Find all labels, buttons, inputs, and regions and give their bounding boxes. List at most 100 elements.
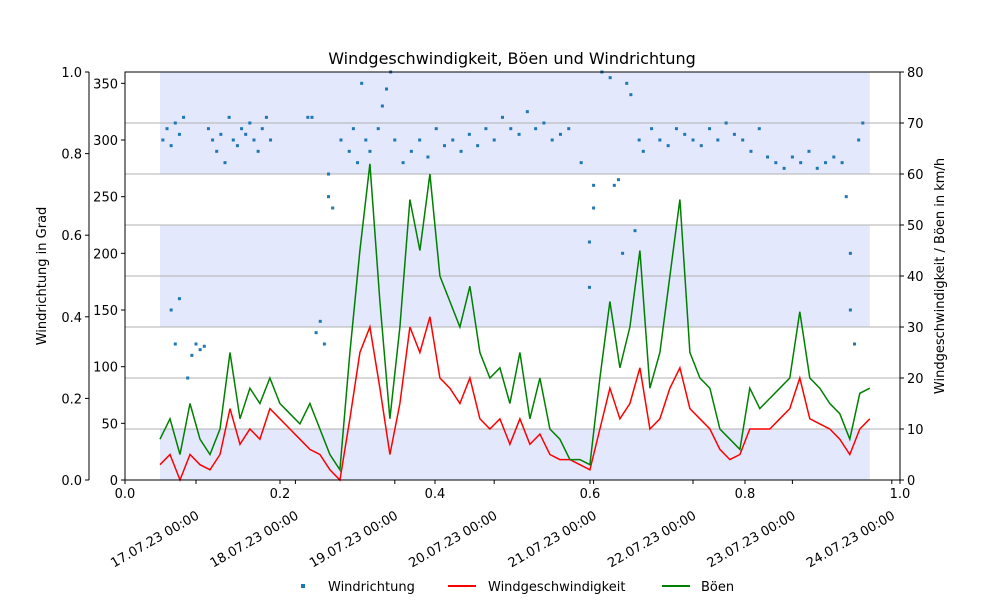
legend-label-speed: Windgeschwindigkeit — [488, 580, 625, 595]
direction-point — [492, 138, 496, 142]
direction-point — [426, 155, 430, 159]
overlay-left-tick-label: 0.6 — [61, 229, 82, 244]
right-tick-label: 40 — [907, 270, 924, 285]
direction-point — [364, 138, 368, 142]
direction-point — [500, 115, 504, 119]
direction-point — [202, 344, 206, 348]
overlay-bottom-tick-label: 0.2 — [270, 487, 291, 502]
direction-point — [306, 115, 310, 119]
left-tick-label: 50 — [101, 417, 118, 432]
direction-point — [451, 138, 455, 142]
direction-point — [592, 183, 596, 187]
direction-point — [177, 132, 181, 136]
direction-point — [790, 155, 794, 159]
direction-point — [231, 138, 235, 142]
direction-point — [459, 149, 463, 153]
legend-label-direction: Windrichtung — [328, 580, 415, 595]
direction-point — [567, 127, 571, 131]
direction-point — [310, 115, 314, 119]
direction-point — [467, 132, 471, 136]
direction-point — [621, 251, 625, 255]
left-tick-label: 100 — [93, 361, 118, 376]
direction-point — [260, 127, 264, 131]
direction-point — [629, 93, 633, 97]
direction-point — [194, 342, 198, 346]
direction-point — [848, 308, 852, 312]
direction-point — [443, 144, 446, 148]
direction-point — [327, 172, 331, 176]
direction-point — [666, 144, 670, 148]
direction-point — [339, 138, 343, 142]
gust-line — [159, 163, 871, 473]
direction-point — [774, 161, 778, 165]
direction-point — [418, 138, 422, 142]
direction-point — [318, 319, 322, 323]
overlay-bottom-tick-label: 0.6 — [580, 487, 601, 502]
direction-point — [517, 132, 521, 136]
direction-point — [579, 161, 583, 165]
direction-point — [240, 127, 244, 131]
direction-point — [368, 149, 372, 153]
direction-point — [182, 115, 186, 119]
direction-point — [525, 110, 529, 114]
direction-point — [612, 183, 616, 187]
overlay-left-tick-label: 0.4 — [61, 311, 82, 326]
legend: Windrichtung Windgeschwindigkeit Böen — [301, 580, 734, 595]
direction-point — [699, 144, 703, 148]
direction-point — [824, 161, 828, 165]
direction-point — [186, 376, 190, 380]
direction-point — [732, 132, 736, 136]
right-tick-label: 70 — [907, 117, 924, 132]
direction-point — [848, 251, 852, 255]
direction-point — [844, 195, 848, 199]
direction-point — [633, 229, 637, 233]
direction-point — [542, 121, 546, 125]
direction-point — [434, 127, 438, 131]
left-tick-label: 0 — [110, 474, 118, 489]
shaded-band — [159, 429, 870, 480]
overlay-left-tick-label: 0.2 — [61, 392, 82, 407]
x-tick-label: 22.07.23 00:00 — [605, 508, 699, 571]
direction-point — [385, 87, 389, 91]
direction-point — [853, 342, 857, 346]
direction-point — [650, 127, 654, 131]
direction-point — [206, 127, 210, 131]
right-tick-label: 10 — [907, 423, 924, 438]
x-tick-label: 19.07.23 00:00 — [307, 508, 401, 571]
direction-point — [716, 138, 720, 142]
direction-point — [409, 149, 413, 153]
x-tick-label: 18.07.23 00:00 — [208, 508, 302, 571]
direction-point — [401, 161, 405, 165]
right-tick-label: 60 — [907, 168, 924, 183]
direction-point — [322, 342, 326, 346]
direction-point — [235, 144, 239, 148]
direction-point — [782, 166, 786, 170]
x-tick-label: 17.07.23 00:00 — [108, 508, 202, 571]
direction-point — [509, 127, 513, 131]
y-axis-left-label: Windrichtung in Grad — [35, 207, 50, 346]
direction-point — [749, 149, 753, 153]
direction-point — [637, 138, 641, 142]
direction-point — [840, 161, 844, 165]
direction-point — [161, 138, 165, 142]
overlay-left-tick-label: 1.0 — [61, 66, 82, 81]
overlay-bottom-tick-label: 0.8 — [735, 487, 756, 502]
direction-point — [484, 127, 488, 131]
direction-point — [351, 127, 355, 131]
direction-point — [248, 121, 252, 125]
direction-point — [223, 161, 227, 165]
chart-title: Windgeschwindigkeit, Böen und Windrichtu… — [328, 49, 696, 68]
direction-point — [252, 138, 256, 142]
left-tick-label: 150 — [93, 304, 118, 319]
direction-point — [190, 353, 194, 357]
direction-point — [741, 138, 745, 142]
direction-point — [314, 331, 318, 335]
direction-point — [269, 138, 273, 142]
direction-point — [327, 195, 331, 199]
direction-point — [227, 115, 231, 119]
direction-point — [356, 161, 360, 165]
overlay-left-tick-label: 0.8 — [61, 148, 82, 163]
right-tick-label: 30 — [907, 321, 924, 336]
direction-point — [691, 138, 695, 142]
